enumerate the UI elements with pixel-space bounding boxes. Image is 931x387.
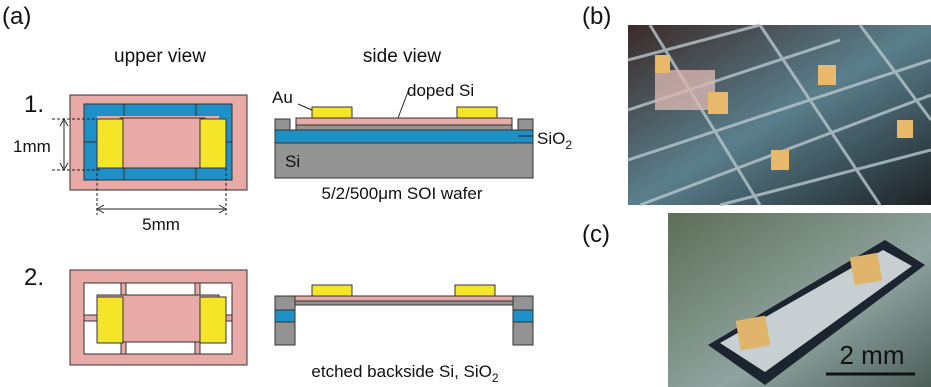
- dimension: 5mm: [142, 215, 180, 234]
- caption: etched backside Si, SiO2: [311, 362, 498, 385]
- side-view-1: [275, 107, 533, 178]
- figure: (a) upper view side view 1. 1mm 5mm Au d…: [0, 0, 931, 387]
- upper-view-2: [70, 270, 247, 365]
- panel-label: (a): [2, 3, 31, 30]
- scale-label: 2 mm: [840, 340, 905, 370]
- heading: side view: [363, 46, 441, 67]
- dimension: 1mm: [13, 137, 51, 156]
- photo-b: [628, 25, 931, 205]
- panel-label: (b): [582, 3, 611, 30]
- label: SiO2: [537, 129, 572, 152]
- panel-label: (c): [582, 221, 610, 248]
- heading: upper view: [114, 46, 206, 67]
- label: Si: [285, 152, 300, 171]
- step-number: 2.: [24, 264, 44, 291]
- side-view-2: [275, 285, 533, 345]
- caption: 5/2/500μm SOI wafer: [322, 184, 483, 203]
- label: Au: [272, 88, 293, 107]
- step-number: 1.: [24, 91, 44, 118]
- label: doped Si: [407, 81, 474, 100]
